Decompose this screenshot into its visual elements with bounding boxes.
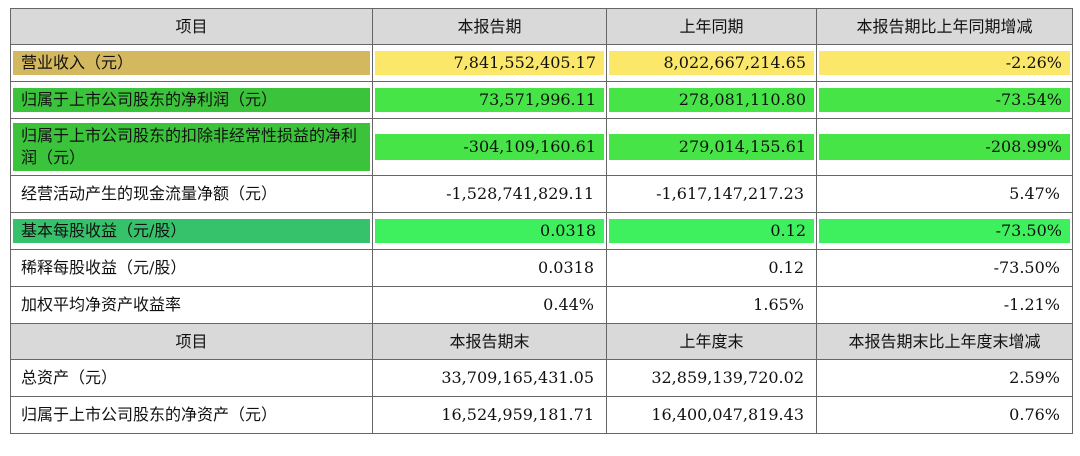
header-cell-change: 本报告期末比上年度末增减 [816,323,1073,360]
table-row: 加权平均净资产收益率 0.44% 1.65% -1.21% [10,286,1073,324]
table-row: 经营活动产生的现金流量净额（元） -1,528,741,829.11 -1,61… [10,175,1073,213]
row-label: 归属于上市公司股东的扣除非经常性损益的净利润（元） [13,123,370,171]
cell-change: -73.54% [819,88,1070,112]
header-cell-item: 项目 [10,323,373,360]
row-label: 归属于上市公司股东的净利润（元） [13,88,370,112]
table-row: 总资产（元） 33,709,165,431.05 32,859,139,720.… [10,359,1073,397]
cell-current: 33,709,165,431.05 [441,368,594,387]
header-cell-period-end: 本报告期末 [372,323,607,360]
cell-prior: 0.12 [768,258,804,277]
cell-change: 5.47% [1009,184,1060,203]
cell-prior: 8,022,667,214.65 [609,51,814,75]
cell-change: -1.21% [1003,295,1060,314]
cell-prior: 0.12 [609,219,814,243]
cell-prior: 32,859,139,720.02 [651,368,804,387]
cell-prior: 1.65% [753,295,804,314]
header-cell-item: 项目 [10,8,373,45]
row-label: 稀释每股收益（元/股） [21,258,187,277]
cell-current: 0.0318 [375,219,604,243]
cell-current: 16,524,959,181.71 [441,405,594,424]
cell-current: -304,109,160.61 [375,134,604,160]
table-header-row: 项目 本报告期 上年同期 本报告期比上年同期增减 [10,8,1073,45]
row-label: 营业收入（元） [13,51,370,75]
cell-current: 0.0318 [538,258,594,277]
cell-change: -2.26% [819,51,1070,75]
table-row: 归属于上市公司股东的扣除非经常性损益的净利润（元） -304,109,160.6… [10,118,1073,176]
header-cell-change: 本报告期比上年同期增减 [816,8,1073,45]
cell-prior: 279,014,155.61 [609,134,814,160]
cell-prior: -1,617,147,217.23 [656,184,804,203]
row-label: 基本每股收益（元/股） [13,219,370,243]
header-cell-prior: 上年同期 [606,8,817,45]
row-label: 加权平均净资产收益率 [21,295,182,314]
cell-change: -208.99% [819,134,1070,160]
cell-change: 2.59% [1009,368,1060,387]
table-header-row: 项目 本报告期末 上年度末 本报告期末比上年度末增减 [10,323,1073,360]
row-label: 总资产（元） [21,368,118,387]
row-label: 归属于上市公司股东的净资产（元） [21,405,278,424]
row-label: 经营活动产生的现金流量净额（元） [21,184,278,203]
cell-change: 0.76% [1009,405,1060,424]
cell-change: -73.50% [819,219,1070,243]
header-cell-current: 本报告期 [372,8,607,45]
table-row: 归属于上市公司股东的净利润（元） 73,571,996.11 278,081,1… [10,81,1073,119]
cell-current: 7,841,552,405.17 [375,51,604,75]
cell-prior: 278,081,110.80 [609,88,814,112]
financial-summary-table: 项目 本报告期 上年同期 本报告期比上年同期增减 营业收入（元） 7,841,5… [10,8,1073,434]
table-row: 稀释每股收益（元/股） 0.0318 0.12 -73.50% [10,249,1073,287]
table-row: 归属于上市公司股东的净资产（元） 16,524,959,181.71 16,40… [10,396,1073,434]
table-row: 基本每股收益（元/股） 0.0318 0.12 -73.50% [10,212,1073,250]
cell-current: 0.44% [543,295,594,314]
header-cell-prior-year-end: 上年度末 [606,323,817,360]
cell-prior: 16,400,047,819.43 [651,405,804,424]
table-row: 营业收入（元） 7,841,552,405.17 8,022,667,214.6… [10,44,1073,82]
cell-change: -73.50% [993,258,1060,277]
cell-current: 73,571,996.11 [375,88,604,112]
cell-current: -1,528,741,829.11 [446,184,594,203]
